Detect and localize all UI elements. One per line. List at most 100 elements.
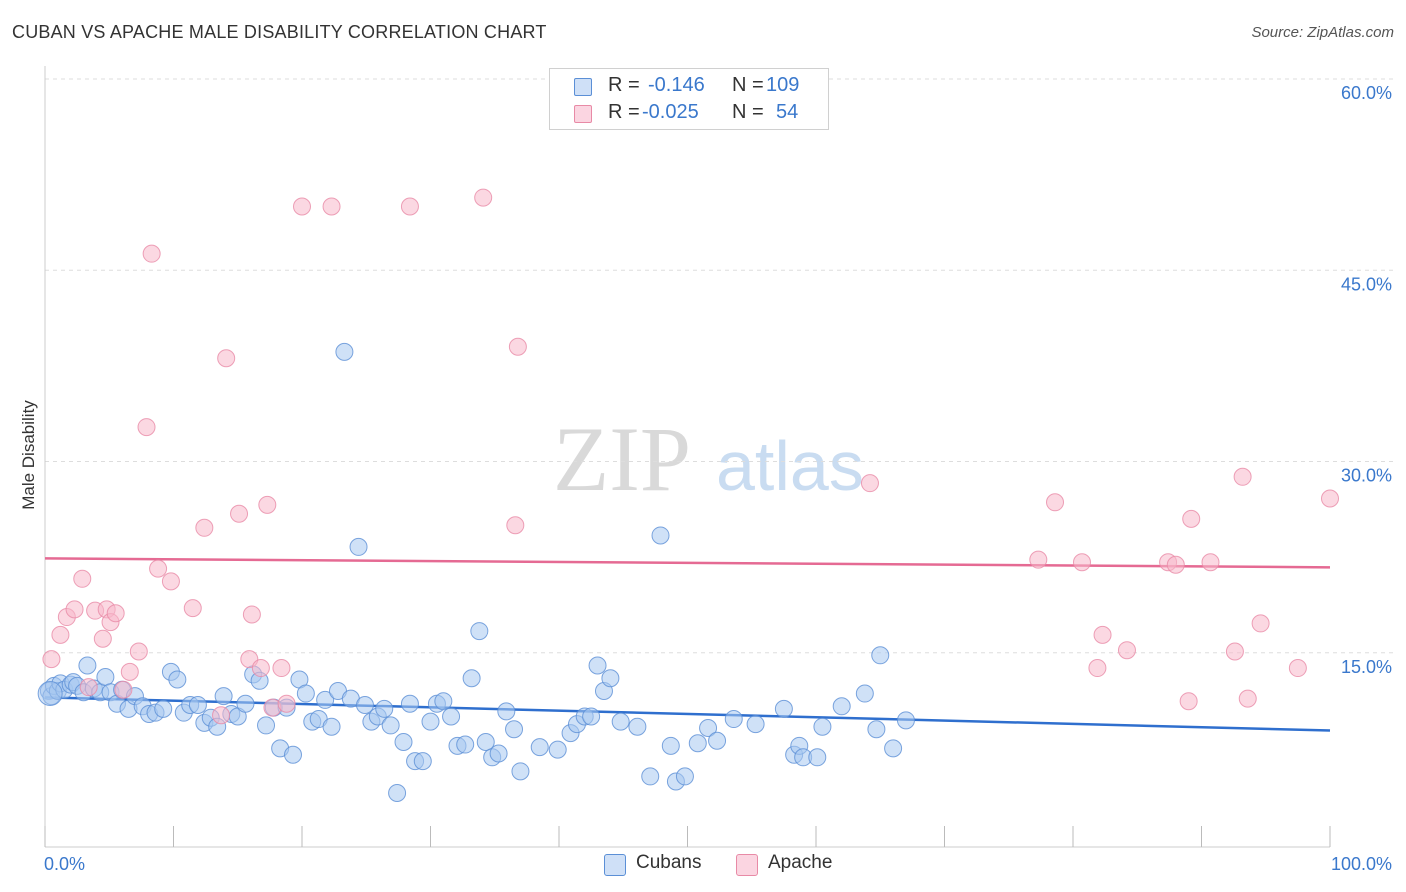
apache-point xyxy=(149,559,168,578)
cuban-point xyxy=(236,694,255,713)
cuban-point xyxy=(774,699,793,718)
cuban-point xyxy=(871,646,890,665)
watermark: ZIP atlas xyxy=(553,408,864,510)
cuban-point xyxy=(421,712,440,731)
apache-point xyxy=(1072,553,1091,572)
apache-point xyxy=(79,678,98,697)
legend-swatch-cubans xyxy=(604,854,626,876)
cuban-point xyxy=(188,696,207,715)
apache-point xyxy=(277,694,296,713)
apache-point xyxy=(230,504,249,523)
apache-point xyxy=(161,572,180,591)
apache-point xyxy=(506,516,525,535)
cuban-point xyxy=(628,717,647,736)
apache-point xyxy=(242,605,261,624)
cuban-point xyxy=(548,740,567,759)
cuban-point xyxy=(699,718,718,737)
apache-point xyxy=(42,650,61,669)
cuban-point xyxy=(896,711,915,730)
legend-n-label: N = xyxy=(732,101,764,123)
cuban-point xyxy=(257,716,276,735)
cuban-point xyxy=(335,342,354,361)
cuban-point xyxy=(651,526,670,545)
y-tick-label: 30.0% xyxy=(1341,466,1392,486)
apache-point xyxy=(1093,625,1112,644)
y-tick-label: 15.0% xyxy=(1341,657,1392,677)
apache-point xyxy=(1288,659,1307,678)
cuban-point xyxy=(675,767,694,786)
cuban-point xyxy=(708,731,727,750)
cuban-point xyxy=(214,687,233,706)
cuban-point xyxy=(462,669,481,688)
apache-point xyxy=(142,244,161,263)
trend-lines xyxy=(44,557,1331,732)
cuban-point xyxy=(497,702,516,721)
apache-point xyxy=(508,337,527,356)
apache-point xyxy=(120,662,139,681)
axes xyxy=(44,66,1331,848)
cuban-point xyxy=(661,736,680,755)
cuban-point xyxy=(601,669,620,688)
cuban-point xyxy=(808,748,827,767)
cuban-point xyxy=(867,720,886,739)
cuban-trend-line xyxy=(44,696,1331,732)
cuban-point xyxy=(611,712,630,731)
cuban-point xyxy=(884,739,903,758)
cuban-point xyxy=(375,699,394,718)
cuban-point xyxy=(476,733,495,751)
cuban-point xyxy=(322,717,341,736)
apache-trend-line xyxy=(44,557,1331,569)
chart-title: CUBAN VS APACHE MALE DISABILITY CORRELAT… xyxy=(12,22,547,42)
cuban-point xyxy=(434,692,453,711)
legend-swatch-cubans xyxy=(574,78,592,96)
apache-point xyxy=(293,197,311,216)
apache-point xyxy=(212,706,231,725)
legend-swatch-apache xyxy=(736,854,758,876)
apache-point xyxy=(51,625,70,644)
apache-point xyxy=(258,495,277,514)
apache-point xyxy=(137,418,156,437)
tick-labels: 15.0% 30.0% 45.0% 60.0% 0.0% 100.0% xyxy=(44,83,1392,874)
apache-point xyxy=(217,349,236,368)
cuban-point xyxy=(641,767,660,786)
data-points xyxy=(37,188,1339,802)
cuban-point xyxy=(588,656,607,675)
apache-point xyxy=(1225,642,1244,661)
apache-point xyxy=(1238,689,1257,708)
legend-n-value: 109 xyxy=(766,74,800,96)
apache-point xyxy=(183,599,202,618)
cuban-point xyxy=(394,733,413,751)
watermark-zip: ZIP xyxy=(553,408,691,510)
cuban-point xyxy=(511,762,530,781)
apache-point xyxy=(1029,550,1048,569)
cuban-point xyxy=(832,697,851,716)
cuban-point xyxy=(813,717,832,736)
cuban-point xyxy=(154,699,173,718)
cuban-point xyxy=(688,734,707,753)
legend-label-apache: Apache xyxy=(768,852,833,873)
apache-point xyxy=(65,600,84,619)
cuban-point xyxy=(505,720,524,739)
legend-label-cubans: Cubans xyxy=(636,852,702,873)
cuban-point xyxy=(381,716,400,735)
apache-point xyxy=(1166,555,1185,574)
source-label: Source: ZipAtlas.com xyxy=(1251,24,1394,41)
apache-point xyxy=(1233,467,1252,486)
cuban-point xyxy=(582,707,601,726)
cuban-point xyxy=(413,752,432,771)
legend-r-value: -0.146 xyxy=(648,74,705,96)
apache-point xyxy=(1179,692,1198,711)
apache-point xyxy=(1117,641,1136,660)
y-tick-label: 60.0% xyxy=(1341,83,1392,103)
apache-point xyxy=(1088,659,1107,678)
apache-point xyxy=(1201,553,1220,572)
apache-point xyxy=(860,474,879,493)
cuban-point xyxy=(78,656,97,675)
correlation-legend: R = -0.146 N = 109 R = -0.025 N = 54 xyxy=(549,68,829,130)
legend-swatch-apache xyxy=(574,105,592,123)
cuban-point xyxy=(746,715,765,734)
apache-point xyxy=(106,604,125,623)
cuban-point xyxy=(724,710,743,729)
legend-n-label: N = xyxy=(732,74,764,96)
